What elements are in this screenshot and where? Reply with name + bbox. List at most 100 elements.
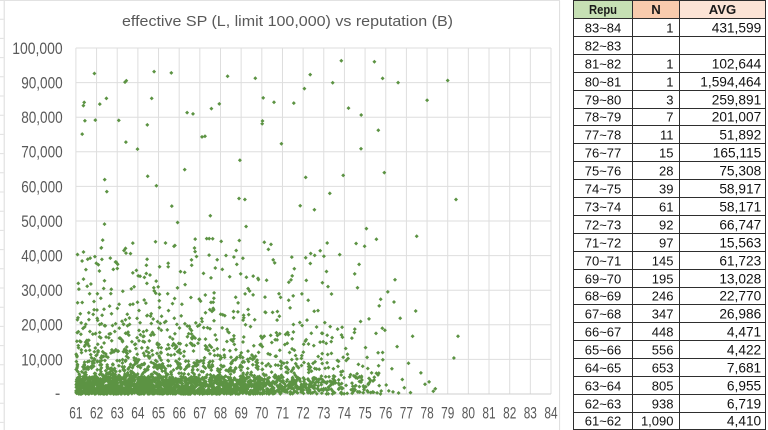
svg-text:22,770: 22,770 [719, 289, 761, 304]
svg-text:347: 347 [652, 307, 674, 322]
svg-text:201,007: 201,007 [712, 110, 761, 125]
svg-text:83: 83 [524, 405, 537, 423]
svg-text:15,563: 15,563 [719, 236, 761, 251]
svg-text:259,891: 259,891 [712, 93, 761, 108]
svg-text:246: 246 [652, 289, 674, 304]
svg-text:67: 67 [193, 405, 206, 423]
svg-text:82: 82 [503, 405, 516, 423]
svg-text:69: 69 [235, 405, 248, 423]
svg-text:65: 65 [152, 405, 165, 423]
svg-text:effective SP (L, limit 100,000: effective SP (L, limit 100,000) vs reput… [122, 13, 453, 30]
svg-text:73: 73 [317, 405, 330, 423]
svg-text:70,000: 70,000 [21, 144, 63, 162]
svg-text:58,171: 58,171 [719, 200, 761, 215]
svg-text:13,028: 13,028 [719, 272, 761, 287]
svg-text:75: 75 [359, 405, 372, 423]
svg-text:75,308: 75,308 [719, 164, 761, 179]
svg-text:Repu: Repu [589, 2, 617, 17]
svg-text:82~83: 82~83 [585, 39, 622, 54]
svg-text:61,723: 61,723 [719, 254, 761, 269]
svg-text:71: 71 [276, 405, 289, 423]
svg-text:62: 62 [90, 405, 103, 423]
svg-text:26,986: 26,986 [719, 307, 761, 322]
svg-text:30,000: 30,000 [21, 282, 63, 300]
svg-text:1,594,464: 1,594,464 [700, 75, 761, 90]
svg-text:84: 84 [544, 405, 557, 423]
svg-text:51,892: 51,892 [719, 128, 761, 143]
svg-text:40,000: 40,000 [21, 248, 63, 266]
svg-text:75~76: 75~76 [585, 164, 622, 179]
svg-text:4,410: 4,410 [727, 414, 762, 429]
svg-text:66: 66 [173, 405, 186, 423]
svg-text:4,422: 4,422 [727, 343, 761, 358]
svg-text:653: 653 [652, 361, 674, 376]
svg-text:3: 3 [666, 93, 673, 108]
svg-text:80~81: 80~81 [585, 75, 622, 90]
svg-text:20,000: 20,000 [21, 317, 63, 335]
svg-text:448: 448 [652, 325, 674, 340]
svg-text:4,471: 4,471 [727, 325, 761, 340]
svg-text:80: 80 [462, 405, 475, 423]
svg-text:6,955: 6,955 [727, 379, 762, 394]
svg-text:74~75: 74~75 [585, 182, 622, 197]
svg-text:65~66: 65~66 [585, 343, 622, 358]
svg-text:10,000: 10,000 [21, 351, 63, 369]
svg-text:62~63: 62~63 [585, 397, 622, 412]
svg-text:556: 556 [652, 343, 674, 358]
svg-text:72: 72 [297, 405, 310, 423]
svg-text:50,000: 50,000 [21, 213, 63, 231]
svg-text:1: 1 [666, 75, 673, 90]
svg-text:66,747: 66,747 [719, 218, 761, 233]
svg-text:67~68: 67~68 [585, 307, 622, 322]
svg-text:165,115: 165,115 [713, 146, 762, 161]
svg-text:78~79: 78~79 [585, 110, 622, 125]
svg-text:69~70: 69~70 [585, 272, 622, 287]
svg-text:7: 7 [666, 110, 673, 125]
svg-text:77: 77 [400, 405, 413, 423]
svg-text:145: 145 [652, 254, 674, 269]
svg-text:60,000: 60,000 [21, 178, 63, 196]
svg-text:63: 63 [111, 405, 124, 423]
svg-text:805: 805 [652, 379, 674, 394]
svg-text:81: 81 [482, 405, 495, 423]
svg-text:92: 92 [659, 218, 673, 233]
svg-text:83~84: 83~84 [585, 21, 622, 36]
svg-text:58,917: 58,917 [719, 182, 761, 197]
svg-text:1: 1 [666, 57, 673, 72]
svg-text:74: 74 [338, 405, 351, 423]
svg-text:1: 1 [666, 21, 673, 36]
svg-text:1,090: 1,090 [641, 414, 674, 429]
svg-text:6,719: 6,719 [727, 397, 761, 412]
svg-text:73~74: 73~74 [585, 200, 622, 215]
svg-text:61: 61 [69, 405, 82, 423]
svg-text:66~67: 66~67 [585, 325, 622, 340]
svg-text:28: 28 [659, 164, 673, 179]
svg-text:64: 64 [131, 405, 144, 423]
svg-text:11: 11 [660, 128, 674, 143]
svg-text:68~69: 68~69 [585, 289, 622, 304]
svg-text:79: 79 [441, 405, 454, 423]
svg-text:100,000: 100,000 [12, 40, 62, 58]
svg-text:938: 938 [652, 397, 674, 412]
svg-text:61~62: 61~62 [585, 414, 622, 429]
svg-text:63~64: 63~64 [585, 379, 622, 394]
svg-text:70~71: 70~71 [585, 254, 622, 269]
svg-text:AVG: AVG [709, 2, 737, 17]
svg-text:79~80: 79~80 [585, 93, 622, 108]
svg-text:431,599: 431,599 [712, 21, 761, 36]
svg-text:64~65: 64~65 [585, 361, 622, 376]
svg-text:7,681: 7,681 [727, 361, 761, 376]
svg-text:61: 61 [659, 200, 673, 215]
svg-text:97: 97 [659, 236, 673, 251]
svg-text:80,000: 80,000 [21, 109, 63, 127]
svg-text:N: N [651, 2, 661, 17]
svg-text:71~72: 71~72 [585, 236, 622, 251]
svg-text:77~78: 77~78 [585, 128, 622, 143]
svg-text:76~77: 76~77 [585, 146, 622, 161]
svg-text:78: 78 [421, 405, 434, 423]
svg-text:39: 39 [659, 182, 673, 197]
svg-text:15: 15 [659, 146, 673, 161]
svg-text:90,000: 90,000 [21, 75, 63, 93]
svg-text:68: 68 [214, 405, 227, 423]
svg-text:81~82: 81~82 [585, 57, 622, 72]
